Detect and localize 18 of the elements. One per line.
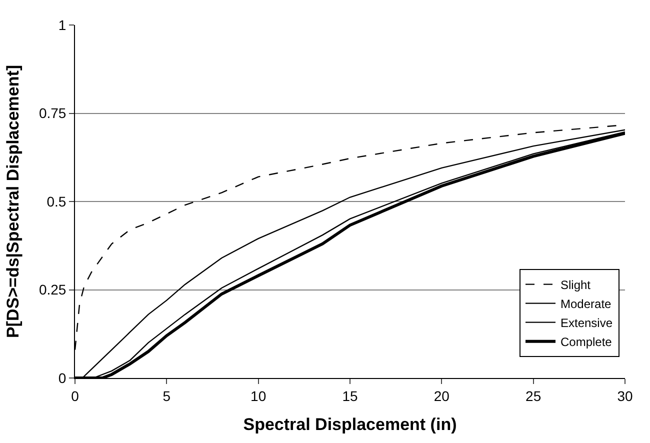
legend-label: Complete: [560, 335, 612, 349]
x-axis-title: Spectral Displacement (in): [243, 415, 457, 434]
x-tick-label: 20: [434, 388, 450, 404]
legend-label: Moderate: [560, 297, 612, 311]
legend-label: Extensive: [560, 316, 613, 330]
x-tick-label: 10: [250, 388, 266, 404]
y-tick-label: 1: [58, 16, 66, 33]
y-tick-label: 0: [58, 370, 66, 386]
legend-label: Slight: [560, 278, 592, 292]
x-tick-label: 0: [71, 388, 80, 404]
y-tick-label: 0.5: [46, 193, 66, 210]
y-tick-label: 0.75: [38, 105, 66, 122]
x-tick-label: 15: [342, 388, 358, 404]
x-tick-label: 5: [162, 388, 171, 404]
x-tick-label: 30: [617, 388, 633, 404]
x-tick-label: 25: [526, 388, 542, 404]
y-axis-title: P[DS>=ds|Spectral Displacement]: [4, 64, 22, 338]
y-tick-label: 0.25: [38, 282, 66, 298]
